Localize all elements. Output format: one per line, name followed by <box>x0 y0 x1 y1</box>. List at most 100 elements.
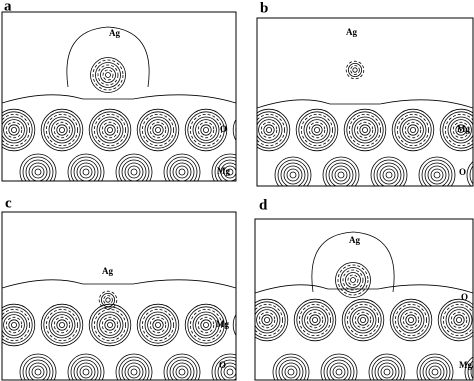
contour <box>407 316 414 323</box>
contour <box>296 301 334 339</box>
panel-frame <box>256 17 474 187</box>
contour <box>91 306 129 344</box>
contour <box>258 311 276 329</box>
contour <box>298 303 331 336</box>
contour <box>241 117 267 143</box>
contour <box>346 303 379 336</box>
contour <box>466 161 473 186</box>
contour <box>470 364 473 380</box>
contour <box>340 267 366 293</box>
contour <box>91 111 129 149</box>
contour <box>5 121 23 139</box>
contour <box>399 116 427 144</box>
contour <box>335 368 343 376</box>
contour <box>136 108 180 152</box>
contour <box>442 111 473 149</box>
contour <box>351 116 379 144</box>
contour <box>424 162 450 186</box>
contour <box>19 153 57 181</box>
contour <box>374 359 400 380</box>
contour <box>43 306 81 344</box>
contour <box>197 316 215 334</box>
contour <box>306 311 324 329</box>
contour <box>266 360 290 381</box>
contour <box>8 124 20 136</box>
contour <box>144 116 172 144</box>
contour <box>334 168 348 182</box>
contour <box>328 162 354 186</box>
contour <box>265 127 272 134</box>
contour <box>453 314 465 326</box>
contour <box>255 304 283 336</box>
contour <box>88 108 132 152</box>
contour <box>28 362 48 380</box>
contour <box>166 356 198 380</box>
contour <box>100 67 116 83</box>
contour <box>425 362 445 380</box>
contour <box>189 114 222 147</box>
contour <box>2 114 30 146</box>
contour <box>53 316 71 334</box>
contour <box>275 356 307 380</box>
atom-label: Ag <box>109 28 120 38</box>
contour <box>104 124 116 136</box>
contour <box>82 168 90 176</box>
contour <box>349 306 377 334</box>
contour <box>379 165 399 185</box>
contour <box>200 319 212 331</box>
contour <box>48 311 76 339</box>
contour <box>313 127 320 134</box>
contour <box>418 156 456 186</box>
contour <box>2 111 33 149</box>
contour <box>359 124 371 136</box>
contour <box>293 298 337 342</box>
contour <box>356 121 374 139</box>
contour <box>346 111 384 149</box>
contour <box>359 316 366 323</box>
contour <box>105 72 111 78</box>
contour <box>48 116 76 144</box>
contour <box>354 119 376 141</box>
contour <box>308 121 326 139</box>
contour <box>396 114 429 147</box>
contour <box>332 365 346 379</box>
contour <box>309 314 321 326</box>
contour <box>450 311 468 329</box>
contour <box>31 365 45 379</box>
contour <box>139 111 177 149</box>
contour <box>115 153 153 181</box>
contour <box>274 156 312 186</box>
panel-label: d <box>259 197 268 213</box>
contour <box>28 162 48 181</box>
contour <box>217 159 236 181</box>
contour <box>22 356 54 380</box>
contour <box>124 162 144 181</box>
contour <box>97 64 119 86</box>
panel-label: a <box>4 0 12 14</box>
contour <box>331 165 351 185</box>
contour <box>53 121 71 139</box>
contour <box>404 121 422 139</box>
contour <box>430 168 444 182</box>
contour <box>345 60 365 80</box>
contour <box>322 156 360 186</box>
contour <box>192 116 220 144</box>
contour <box>141 308 174 341</box>
contour <box>455 316 462 323</box>
contour <box>130 368 138 376</box>
contour <box>76 162 96 181</box>
contour <box>163 353 201 380</box>
contour <box>92 59 124 91</box>
contour <box>255 231 473 380</box>
contour <box>287 368 295 376</box>
contour <box>105 297 111 303</box>
contour <box>345 272 361 288</box>
contour <box>389 298 433 342</box>
contour <box>320 353 358 380</box>
contour <box>178 168 186 176</box>
contour <box>376 162 402 186</box>
contour <box>241 312 267 338</box>
contour <box>255 298 289 342</box>
atom-label: Ag <box>102 266 113 276</box>
contour <box>149 121 167 139</box>
